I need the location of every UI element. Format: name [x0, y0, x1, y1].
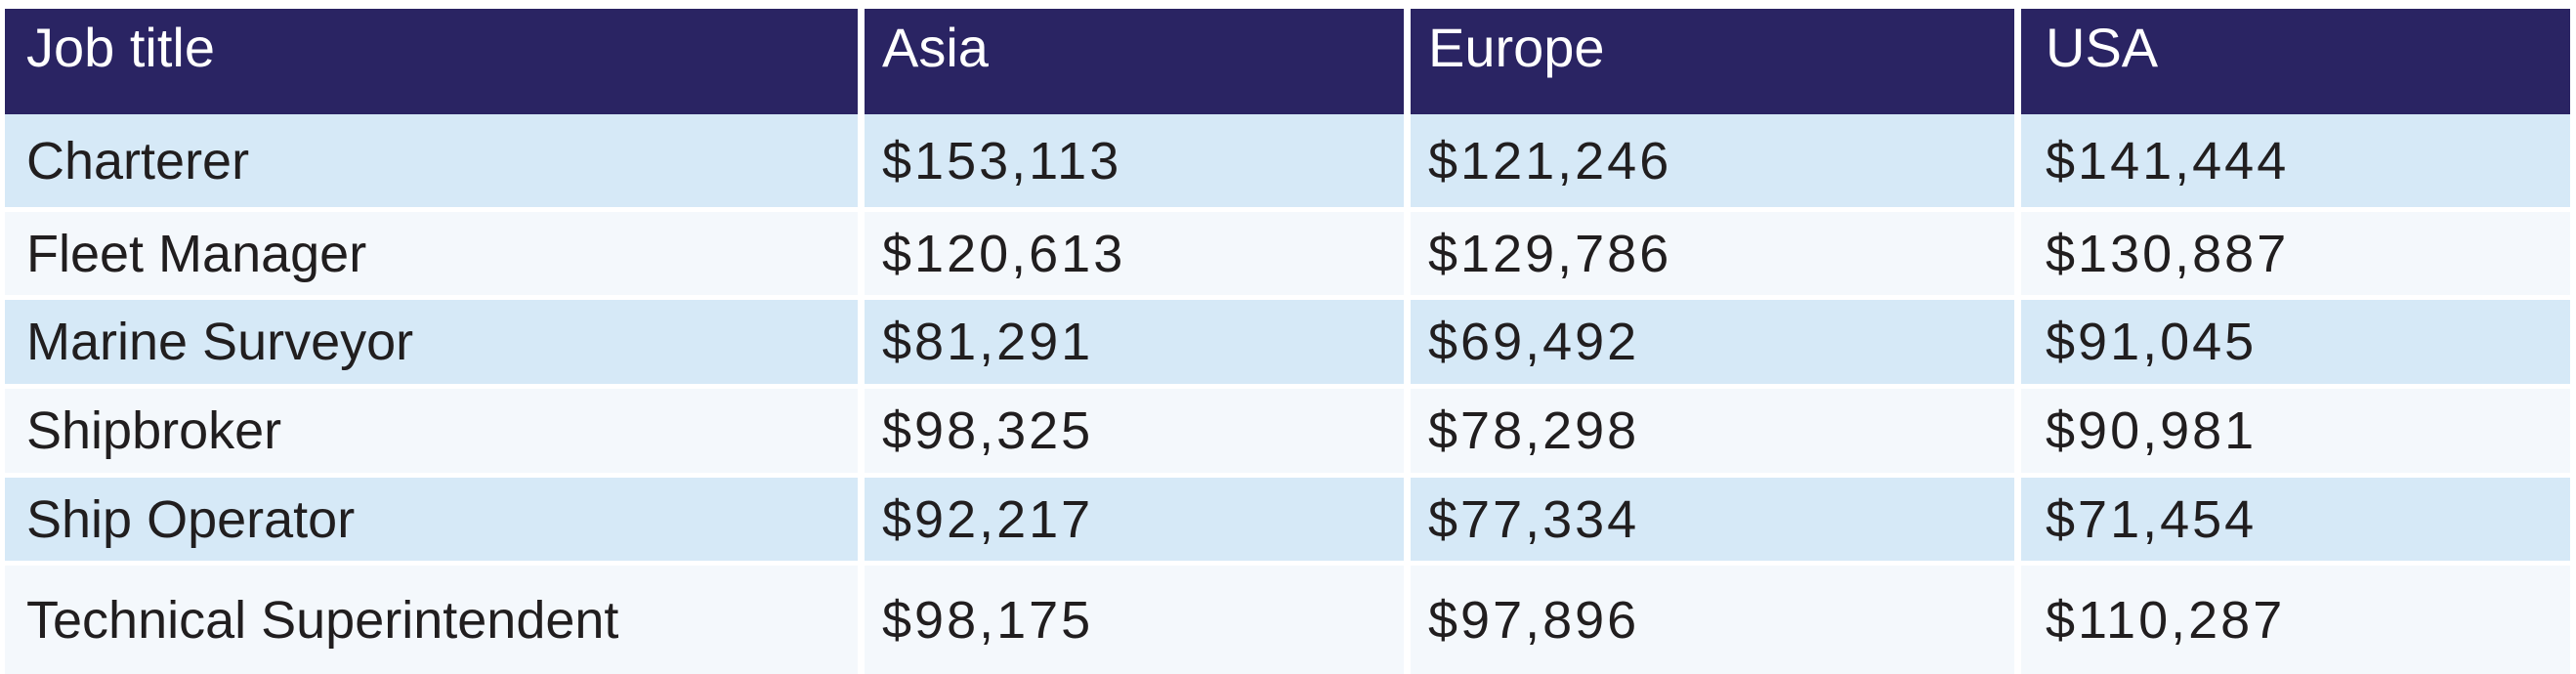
table-row: Shipbroker $98,325 $78,298 $90,981	[5, 389, 2570, 473]
cell-job-title: Ship Operator	[5, 478, 858, 561]
table-row: Marine Surveyor $81,291 $69,492 $91,045	[5, 300, 2570, 384]
table-row: Technical Superintendent $98,175 $97,896…	[5, 566, 2570, 674]
cell-asia: $98,175	[865, 566, 1404, 674]
header-cell-asia: Asia	[865, 9, 1404, 114]
table-row: Charterer $153,113 $121,246 $141,444	[5, 114, 2570, 207]
cell-europe: $78,298	[1411, 389, 2014, 473]
cell-europe: $129,786	[1411, 212, 2014, 295]
cell-europe: $121,246	[1411, 114, 2014, 207]
header-cell-job-title: Job title	[5, 9, 858, 114]
table-header-row: Job title Asia Europe USA	[5, 9, 2570, 114]
cell-asia: $153,113	[865, 114, 1404, 207]
cell-asia: $98,325	[865, 389, 1404, 473]
table-row: Ship Operator $92,217 $77,334 $71,454	[5, 478, 2570, 561]
cell-job-title: Technical Superintendent	[5, 566, 858, 674]
cell-asia: $81,291	[865, 300, 1404, 384]
cell-asia: $92,217	[865, 478, 1404, 561]
salary-table: Job title Asia Europe USA Charterer $153…	[5, 9, 2570, 674]
cell-job-title: Marine Surveyor	[5, 300, 858, 384]
cell-usa: $71,454	[2021, 478, 2570, 561]
header-cell-europe: Europe	[1411, 9, 2014, 114]
cell-job-title: Shipbroker	[5, 389, 858, 473]
cell-europe: $69,492	[1411, 300, 2014, 384]
table-row: Fleet Manager $120,613 $129,786 $130,887	[5, 212, 2570, 295]
cell-europe: $97,896	[1411, 566, 2014, 674]
cell-job-title: Fleet Manager	[5, 212, 858, 295]
cell-asia: $120,613	[865, 212, 1404, 295]
cell-usa: $141,444	[2021, 114, 2570, 207]
cell-job-title: Charterer	[5, 114, 858, 207]
cell-usa: $90,981	[2021, 389, 2570, 473]
cell-europe: $77,334	[1411, 478, 2014, 561]
cell-usa: $110,287	[2021, 566, 2570, 674]
cell-usa: $130,887	[2021, 212, 2570, 295]
header-cell-usa: USA	[2021, 9, 2570, 114]
cell-usa: $91,045	[2021, 300, 2570, 384]
